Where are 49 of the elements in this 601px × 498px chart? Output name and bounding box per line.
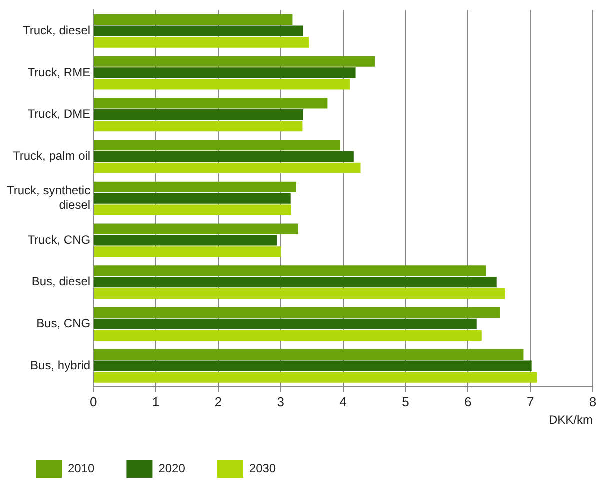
y-tick-label: Truck, synthetic diesel	[7, 184, 91, 212]
bar	[94, 246, 282, 258]
bar	[94, 37, 309, 48]
x-tick-label: 4	[340, 394, 347, 410]
x-tick-label: 3	[277, 394, 284, 410]
bar	[94, 330, 482, 341]
bar	[94, 162, 361, 174]
bar	[94, 193, 291, 204]
bar	[94, 14, 293, 26]
bar	[94, 307, 500, 318]
x-tick-label: 1	[152, 394, 160, 410]
bar	[94, 26, 304, 36]
bar	[94, 349, 524, 360]
y-tick-label: Truck, CNG	[28, 232, 91, 247]
bar	[94, 288, 505, 300]
y-tick-label: Bus, diesel	[32, 274, 91, 289]
bar	[94, 68, 356, 78]
x-tick-label: 6	[464, 394, 472, 410]
bar	[94, 224, 298, 234]
bar	[94, 151, 354, 162]
bar	[94, 79, 350, 90]
x-tick-label: 0	[90, 394, 98, 410]
bar	[94, 266, 486, 276]
y-tick-label: Truck, RME	[28, 65, 91, 80]
y-tick-label: Bus, CNG	[36, 316, 91, 331]
bar	[94, 277, 497, 288]
bar	[94, 110, 304, 120]
bar	[94, 140, 340, 151]
legend-label: 2010	[68, 461, 96, 476]
bar	[94, 372, 538, 383]
legend-label: 2030	[249, 461, 276, 476]
x-tick-label: 7	[526, 394, 534, 410]
bar	[94, 120, 303, 132]
x-tick-label: 8	[589, 394, 597, 410]
legend-label: 2020	[158, 461, 186, 476]
bar	[94, 235, 278, 246]
y-tick-label: Bus, hybrid	[30, 358, 91, 372]
y-tick-label: Truck, DME	[28, 107, 91, 122]
bar	[94, 182, 296, 192]
bar	[94, 98, 328, 109]
x-tick-label: 2	[214, 394, 222, 410]
y-tick-label: Truck, palm oil	[13, 149, 91, 164]
bar	[94, 204, 292, 216]
y-tick-label: Truck, diesel	[23, 23, 91, 38]
bar	[94, 318, 477, 330]
bar	[94, 56, 376, 67]
x-tick-label: 5	[402, 394, 410, 410]
bar	[94, 360, 532, 372]
x-axis-title: DKK/km	[548, 413, 593, 428]
